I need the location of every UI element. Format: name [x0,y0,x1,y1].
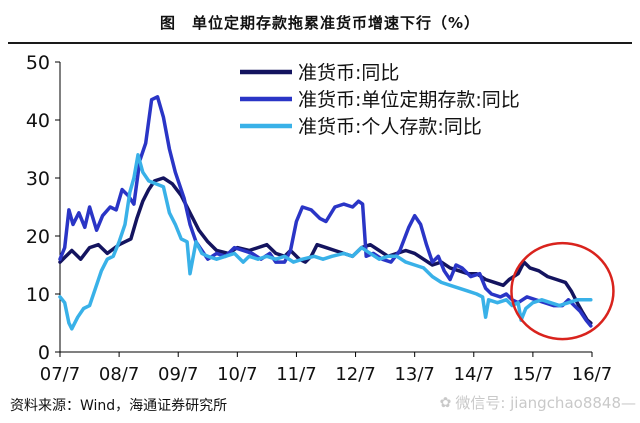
watermark: ✿ 微信号: jiangchao8848— [440,392,636,413]
chart-axes: 0 10 20 30 40 50 07/7 08/7 09/7 10/7 11/7 12/7 13/7 1… [26,52,612,385]
legend-label-1: 准货币:同比 [298,62,399,84]
x-tick-label: 12/7 [335,364,375,385]
y-tick-label: 20 [26,226,50,248]
title-divider [8,42,632,44]
series-layer [58,95,593,331]
x-tick-label: 11/7 [276,364,316,385]
y-tick-label: 10 [26,284,50,306]
y-tick-label: 30 [26,168,50,190]
annotation-layer [510,241,615,341]
wechat-icon: ✿ [439,394,452,411]
legend-label-3: 准货币:个人存款:同比 [298,116,482,138]
series-line-2 [58,95,593,328]
series-line-1 [58,176,593,325]
x-tick-label: 09/7 [158,364,198,385]
x-tick-label: 08/7 [99,364,139,385]
y-tick-label: 0 [38,342,50,364]
x-tick-label: 14/7 [454,364,494,385]
x-tick-label: 15/7 [513,364,553,385]
chart-title: 图 单位定期存款拖累准货币增速下行（%） [159,13,481,32]
highlight-circle [510,241,615,341]
series-line-3 [58,153,593,331]
x-tick-label: 07/7 [40,364,80,385]
line-chart: 0 10 20 30 40 50 07/7 08/7 09/7 10/7 11/7 12/7 13/7 1… [26,52,615,385]
watermark-text: 微信号: jiangchao8848— [455,394,636,412]
legend-label-2: 准货币:单位定期存款:同比 [298,89,520,111]
source-note: 资料来源：Wind，海通证券研究所 [10,398,228,414]
x-tick-label: 16/7 [572,364,612,385]
x-tick-label: 13/7 [394,364,434,385]
x-tick-label: 10/7 [217,364,257,385]
y-tick-label: 50 [26,52,50,74]
y-tick-label: 40 [26,110,50,132]
